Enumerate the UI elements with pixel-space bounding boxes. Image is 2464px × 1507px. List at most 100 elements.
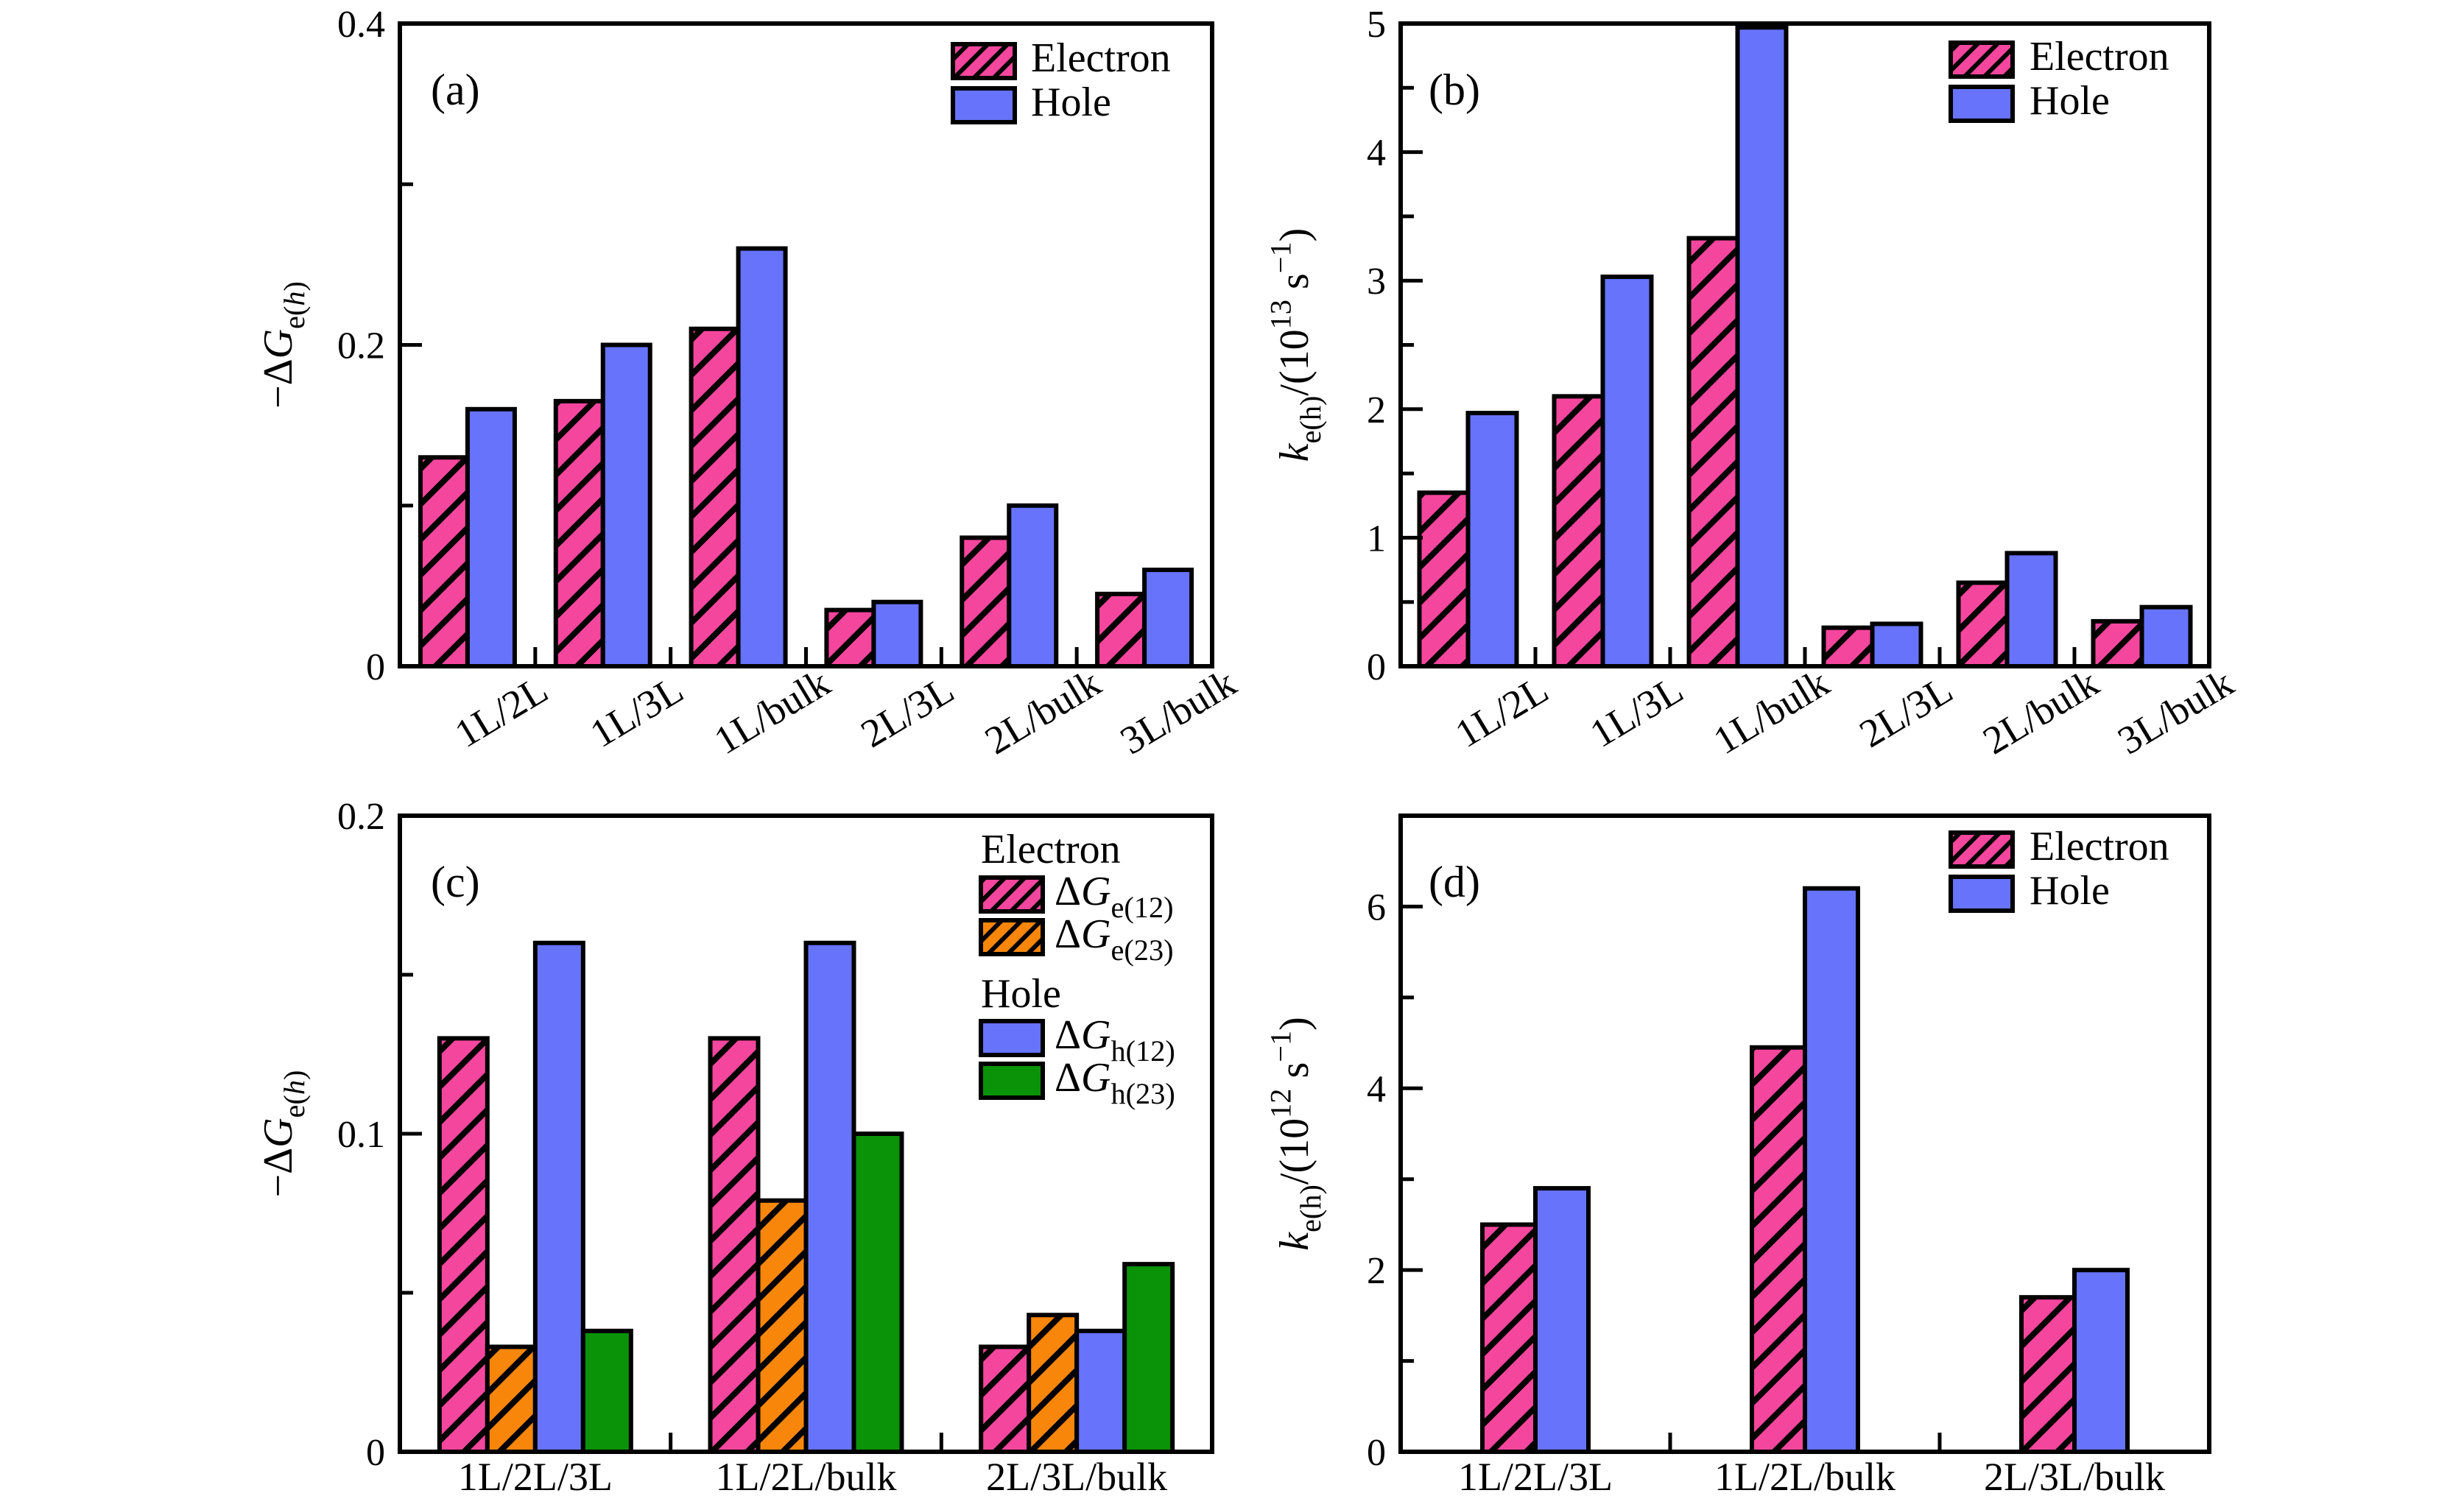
category-label-a-0: 1L/2L: [447, 667, 555, 756]
bar-c-gh12-1: [806, 942, 854, 1452]
ytick-label-c-0: 0: [366, 1432, 385, 1474]
panel-letter-a: (a): [431, 66, 480, 114]
ytick-label-b-5: 5: [1367, 4, 1386, 46]
category-label-a-4: 2L/bulk: [977, 660, 1108, 763]
legend-label-d-1: Hole: [2030, 868, 2110, 914]
legend-header-c-1: Hole: [981, 971, 1061, 1017]
ytick-label-c-0.2: 0.2: [337, 796, 385, 838]
ytick-label-d-0: 0: [1367, 1432, 1386, 1474]
bar-a-hole-0: [467, 409, 515, 666]
bar-a-hole-2: [738, 248, 786, 666]
category-label-a-5: 3L/bulk: [1113, 660, 1243, 763]
legend-header-c-0: Electron: [981, 827, 1121, 872]
legend-swatch-hatch-c-0-0: [981, 878, 1043, 911]
legend-label-c-1-0: ΔGh(12): [1055, 1012, 1175, 1067]
bar-hatch-b-electron-1: [1554, 396, 1603, 666]
ytick-label-b-0: 0: [1367, 646, 1386, 688]
bar-a-hole-1: [602, 345, 650, 666]
legend-swatch-c-1-1: [981, 1064, 1043, 1098]
legend-swatch-hatch-d-0: [1951, 833, 2013, 867]
bar-b-hole-2: [1737, 27, 1787, 667]
ytick-label-d-4: 4: [1367, 1068, 1386, 1110]
legend-label-b-1: Hole: [2030, 78, 2110, 124]
bar-c-gh12-0: [535, 942, 583, 1452]
ytick-label-a-0.2: 0.2: [337, 325, 385, 367]
legend-swatch-hatch-b-0: [1951, 43, 2013, 77]
bar-hatch-a-electron-5: [1097, 593, 1145, 666]
bar-hatch-d-electron-0: [1482, 1224, 1535, 1452]
panel-letter-d: (d): [1429, 858, 1480, 906]
bar-hatch-a-electron-1: [555, 400, 603, 666]
bar-d-hole-0: [1535, 1188, 1588, 1452]
axes-frame-d: [1398, 814, 2211, 1454]
ytick-label-b-3: 3: [1367, 261, 1386, 303]
category-label-a-3: 2L/3L: [853, 667, 962, 756]
bar-hatch-b-electron-5: [2093, 621, 2142, 666]
bar-a-hole-3: [873, 601, 921, 666]
ytick-label-b-1: 1: [1367, 518, 1386, 560]
category-label-d-1: 1L/2L/bulk: [1714, 1455, 1895, 1499]
bar-hatch-a-electron-0: [420, 457, 468, 666]
bar-hatch-c-ge12-0: [439, 1038, 487, 1452]
legend-label-c-0-1: ΔGe(23): [1055, 911, 1174, 967]
bar-hatch-b-electron-0: [1419, 493, 1468, 666]
bar-hatch-d-electron-2: [2021, 1297, 2074, 1452]
bar-hatch-c-ge23-1: [758, 1200, 806, 1452]
category-label-c-1: 1L/2L/bulk: [716, 1455, 897, 1499]
bar-c-gh23-0: [582, 1330, 631, 1452]
bar-b-hole-0: [1468, 413, 1517, 666]
bar-hatch-c-ge12-2: [981, 1347, 1029, 1452]
legend-label-b-0: Electron: [2030, 34, 2169, 80]
legend-swatch-a-1: [953, 88, 1015, 122]
ytick-label-b-4: 4: [1367, 133, 1386, 174]
legend-swatch-border-c-1-1: [979, 1062, 1045, 1100]
bar-d-hole-2: [2074, 1270, 2127, 1452]
y-axis-label-b: ke(h)/(1013 s−1): [1264, 228, 1326, 462]
legend-swatch-border-b-1: [1949, 85, 2015, 123]
legend-swatch-b-1: [1951, 87, 2013, 121]
bar-hatch-c-ge23-2: [1029, 1315, 1077, 1452]
legend-swatch-border-c-0-1: [979, 918, 1045, 956]
y-axis-label-a: −ΔGe(h): [256, 281, 311, 409]
panel-letter-b: (b): [1429, 66, 1480, 114]
category-label-d-2: 2L/3L/bulk: [1984, 1455, 2165, 1499]
legend-label-a-0: Electron: [1031, 35, 1171, 81]
legend-label-c-0-0: ΔGe(12): [1055, 869, 1174, 924]
legend-swatch-border-a-1: [951, 86, 1017, 124]
ytick-label-d-2: 2: [1367, 1250, 1386, 1292]
category-label-c-2: 2L/3L/bulk: [986, 1455, 1167, 1499]
bar-hatch-b-electron-2: [1689, 238, 1738, 666]
category-label-b-4: 2L/bulk: [1975, 660, 2105, 763]
bar-b-hole-1: [1602, 276, 1652, 666]
ytick-label-b-2: 2: [1367, 389, 1386, 431]
bar-b-hole-4: [2007, 553, 2056, 666]
bar-a-hole-4: [1009, 505, 1057, 666]
category-label-b-1: 1L/3L: [1583, 667, 1691, 756]
category-label-a-2: 1L/bulk: [707, 660, 837, 763]
legend-label-a-1: Hole: [1031, 80, 1111, 125]
ytick-label-a-0.4: 0.4: [337, 4, 385, 46]
bar-b-hole-5: [2141, 607, 2191, 666]
bar-c-gh23-2: [1124, 1264, 1173, 1452]
legend-swatch-c-1-0: [981, 1021, 1043, 1055]
panel-letter-c: (c): [431, 858, 480, 906]
y-axis-label-c: −ΔGe(h): [256, 1070, 311, 1198]
ytick-label-d-6: 6: [1367, 886, 1386, 928]
bar-hatch-b-electron-4: [1958, 582, 2007, 666]
category-label-b-2: 1L/bulk: [1706, 660, 1836, 763]
ytick-label-c-0.1: 0.1: [337, 1114, 385, 1156]
bar-hatch-b-electron-3: [1823, 627, 1873, 666]
legend-swatch-border-a-0: [951, 42, 1017, 80]
category-label-b-0: 1L/2L: [1448, 667, 1556, 756]
bar-hatch-c-ge23-0: [487, 1347, 535, 1452]
legend-swatch-border-b-0: [1949, 40, 2015, 79]
legend-label-c-1-1: ΔGh(23): [1055, 1055, 1175, 1110]
legend-swatch-border-c-0-0: [979, 875, 1045, 914]
legend-swatch-border-d-0: [1949, 830, 2015, 869]
legend-swatch-hatch-a-0: [953, 44, 1015, 78]
bar-b-hole-3: [1872, 624, 1921, 666]
bar-hatch-a-electron-2: [691, 328, 739, 666]
category-label-b-3: 2L/3L: [1852, 667, 1960, 756]
legend-swatch-d-1: [1951, 877, 2013, 911]
